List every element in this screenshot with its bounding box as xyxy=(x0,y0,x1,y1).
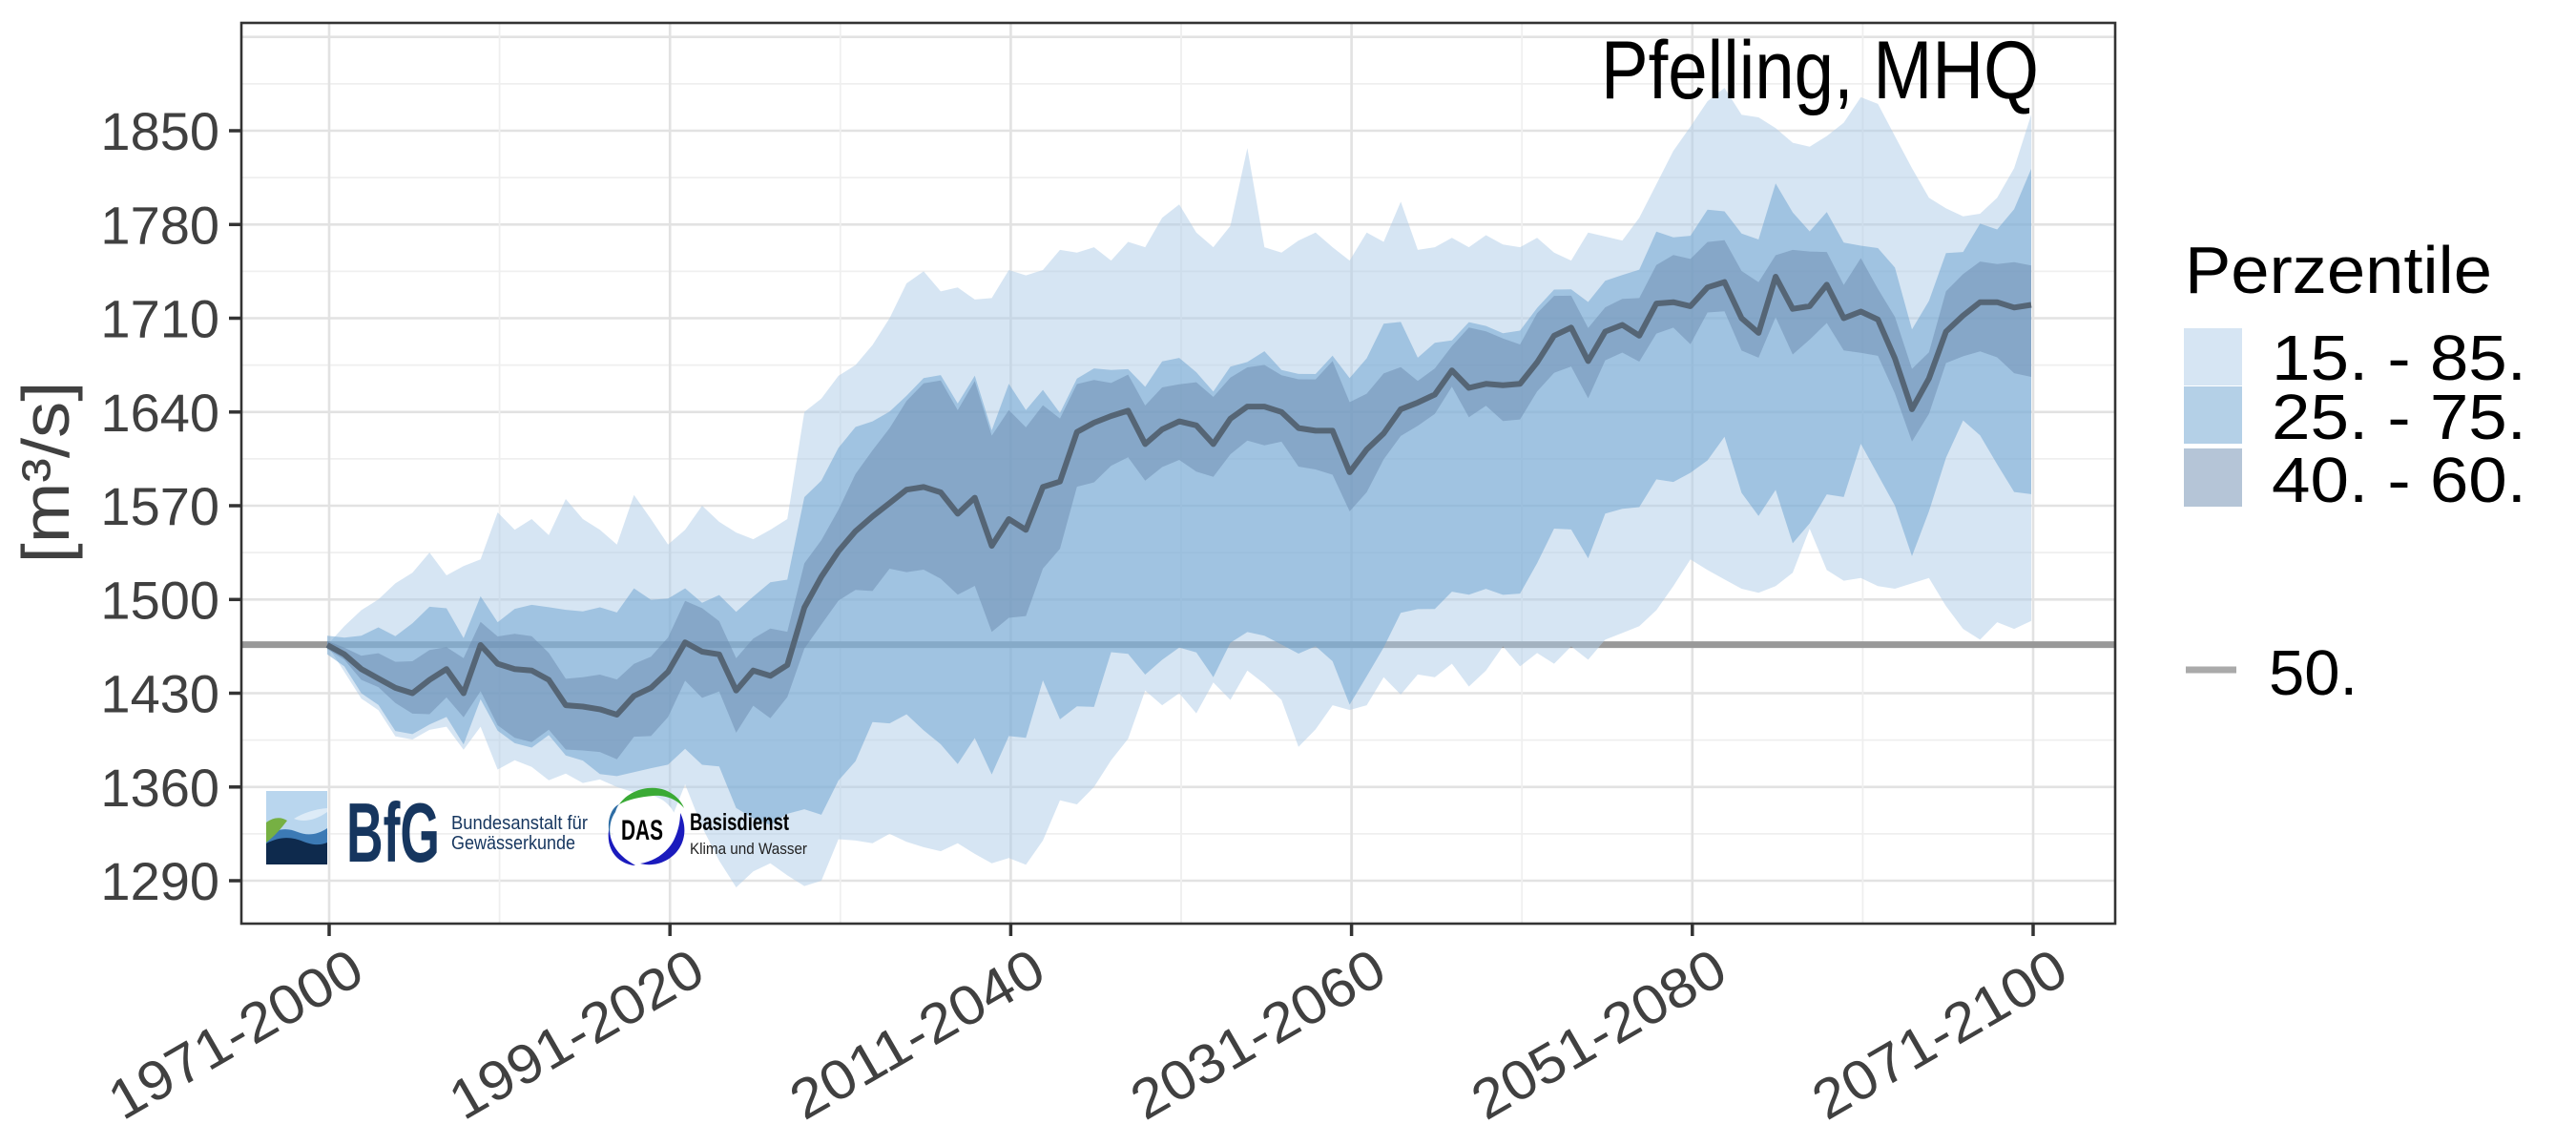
svg-text:DAS: DAS xyxy=(621,815,663,846)
svg-text:Pfelling, MHQ: Pfelling, MHQ xyxy=(1601,25,2039,116)
svg-text:Gewässerkunde: Gewässerkunde xyxy=(451,833,575,854)
svg-text:15. - 85.: 15. - 85. xyxy=(2272,323,2526,394)
svg-text:1290: 1290 xyxy=(100,851,219,911)
svg-text:1640: 1640 xyxy=(100,383,219,443)
svg-text:1500: 1500 xyxy=(100,570,219,630)
svg-text:Basisdienst: Basisdienst xyxy=(690,809,789,836)
svg-text:1570: 1570 xyxy=(100,476,219,536)
svg-text:1360: 1360 xyxy=(100,758,219,818)
svg-text:1710: 1710 xyxy=(100,289,219,349)
svg-text:25. - 75.: 25. - 75. xyxy=(2272,382,2526,453)
svg-text:40. - 60.: 40. - 60. xyxy=(2272,445,2526,516)
svg-text:1850: 1850 xyxy=(100,101,219,161)
svg-text:1430: 1430 xyxy=(100,664,219,724)
svg-text:Klima und Wasser: Klima und Wasser xyxy=(690,840,807,858)
svg-text:[m³/s]: [m³/s] xyxy=(9,382,83,564)
svg-text:1780: 1780 xyxy=(100,195,219,255)
svg-text:Bundesanstalt für: Bundesanstalt für xyxy=(451,813,588,834)
svg-text:BfG: BfG xyxy=(346,785,440,880)
svg-text:Perzentile: Perzentile xyxy=(2185,233,2492,307)
svg-text:50.: 50. xyxy=(2269,637,2358,709)
